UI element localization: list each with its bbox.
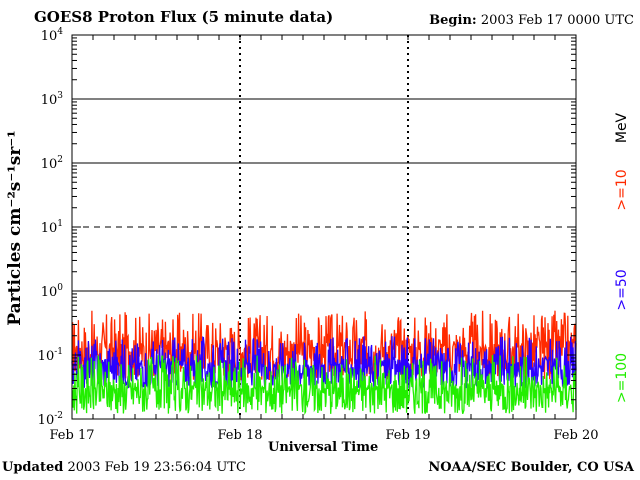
begin-value: 2003 Feb 17 0000 UTC (480, 13, 634, 28)
series-line (71, 355, 577, 416)
series-layer (71, 310, 577, 416)
unit-label: MeV (614, 112, 630, 143)
legend-entry: >=50 (614, 269, 630, 310)
legend-entry: >=100 (614, 353, 630, 403)
x-axis-label: Universal Time (268, 440, 379, 455)
source-credit: NOAA/SEC Boulder, CO USA (428, 460, 634, 475)
x-tick-label: Feb 19 (386, 428, 431, 443)
y-tick-label: 104 (41, 27, 64, 44)
updated-label: Updated (2, 460, 64, 475)
x-tick-label: Feb 17 (50, 428, 95, 443)
y-axis-label: Particles cm⁻²s⁻¹sr⁻¹ (5, 130, 25, 326)
x-tick-label: Feb 20 (554, 428, 599, 443)
legend: MeV >=10 >=50 >=100 (614, 112, 630, 403)
y-tick-label: 103 (41, 91, 64, 108)
y-tick-label: 10-2 (38, 411, 63, 428)
axes-layer: 10-2 10-1 100 101 102 103 104 Feb 17 Feb 18 Feb 1… (38, 27, 599, 443)
legend-entry: >=10 (614, 169, 630, 210)
x-tick-label: Feb 18 (218, 428, 263, 443)
y-tick-label: 10-1 (38, 347, 63, 364)
series-line (71, 310, 577, 382)
begin-label: Begin: (429, 13, 477, 28)
y-tick-label: 101 (41, 219, 63, 236)
y-tick-label: 102 (41, 155, 63, 172)
updated-value: 2003 Feb 19 23:56:04 UTC (67, 460, 246, 475)
y-tick-label: 100 (41, 283, 64, 300)
chart-title: GOES8 Proton Flux (5 minute data) (34, 8, 334, 26)
updated-timestamp: Updated 2003 Feb 19 23:56:04 UTC (2, 460, 246, 475)
begin-time: Begin: 2003 Feb 17 0000 UTC (429, 13, 634, 28)
